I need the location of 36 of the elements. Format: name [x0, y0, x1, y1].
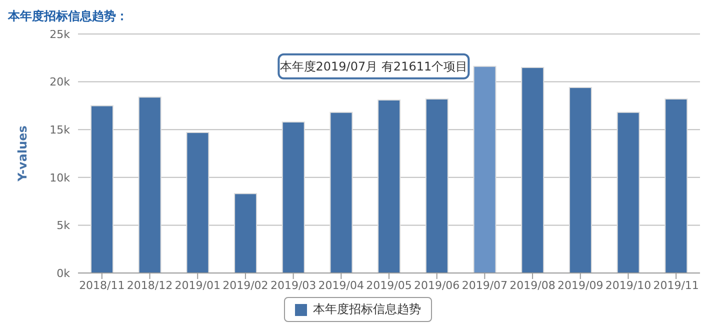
bar	[378, 99, 401, 273]
x-tick-label: 2019/04	[318, 278, 364, 292]
y-tick-label: 25k	[50, 28, 71, 41]
legend-label: 本年度招标信息趋势	[312, 301, 421, 318]
y-axis-title: Y-values	[15, 126, 30, 182]
y-tick-label: 10k	[50, 171, 71, 184]
x-tick-label: 2019/07	[462, 278, 508, 292]
x-tick-label: 2019/02	[222, 278, 268, 292]
bar	[616, 112, 640, 273]
bar	[234, 193, 258, 273]
x-tick-label: 2018/12	[126, 278, 173, 292]
x-tick-label: 2018/11	[79, 278, 125, 292]
bar	[425, 98, 448, 273]
x-tick-label: 2019/03	[270, 278, 316, 292]
x-tick-label: 2019/09	[558, 278, 604, 292]
x-tick-label: 2019/08	[510, 278, 556, 292]
bar	[90, 105, 114, 273]
bar	[473, 66, 496, 273]
bar	[330, 112, 353, 273]
x-tick-label: 2019/01	[174, 278, 220, 292]
y-tick-label: 15k	[50, 124, 71, 137]
bar	[186, 132, 210, 273]
bar	[568, 87, 592, 273]
y-tick-label: 20k	[50, 76, 71, 89]
bar	[282, 121, 305, 273]
y-tick-label: 5k	[56, 219, 71, 232]
bar	[521, 66, 544, 273]
x-tick-label: 2019/06	[414, 278, 460, 292]
chart-title: 本年度招标信息趋势：	[8, 9, 128, 23]
x-tick-label: 2019/10	[605, 278, 652, 292]
x-tick-label: 2019/05	[366, 278, 412, 292]
bar	[664, 98, 688, 273]
bar	[138, 96, 162, 273]
x-tick-label: 2019/11	[653, 278, 699, 292]
y-tick-label: 0k	[56, 266, 71, 280]
annotation: 本年度2019/07月 有21611个项目	[280, 59, 468, 74]
